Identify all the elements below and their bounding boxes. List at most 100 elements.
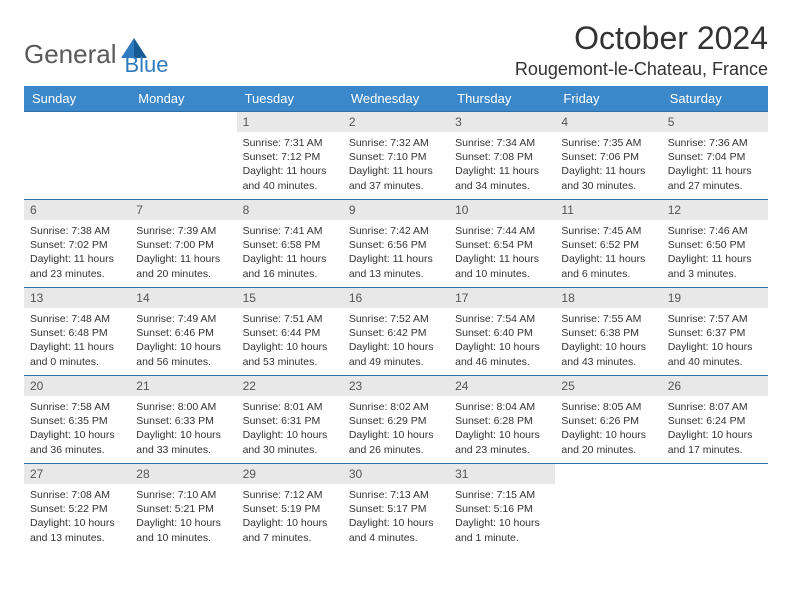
day-number: 31: [449, 464, 555, 484]
calendar-day-cell: 28Sunrise: 7:10 AMSunset: 5:21 PMDayligh…: [130, 464, 236, 552]
day-content: Sunrise: 7:31 AMSunset: 7:12 PMDaylight:…: [237, 132, 343, 199]
day-content: Sunrise: 8:07 AMSunset: 6:24 PMDaylight:…: [662, 396, 768, 463]
calendar-day-cell: 13Sunrise: 7:48 AMSunset: 6:48 PMDayligh…: [24, 288, 130, 376]
calendar-week-row: 20Sunrise: 7:58 AMSunset: 6:35 PMDayligh…: [24, 376, 768, 464]
day-number: 22: [237, 376, 343, 396]
calendar-day-cell: 20Sunrise: 7:58 AMSunset: 6:35 PMDayligh…: [24, 376, 130, 464]
day-content: Sunrise: 8:05 AMSunset: 6:26 PMDaylight:…: [555, 396, 661, 463]
day-content: Sunrise: 7:54 AMSunset: 6:40 PMDaylight:…: [449, 308, 555, 375]
day-content: Sunrise: 8:02 AMSunset: 6:29 PMDaylight:…: [343, 396, 449, 463]
calendar-day-cell: 18Sunrise: 7:55 AMSunset: 6:38 PMDayligh…: [555, 288, 661, 376]
day-number: 15: [237, 288, 343, 308]
calendar-day-cell: 22Sunrise: 8:01 AMSunset: 6:31 PMDayligh…: [237, 376, 343, 464]
day-number: 17: [449, 288, 555, 308]
weekday-header: Monday: [130, 86, 236, 112]
calendar-week-row: 27Sunrise: 7:08 AMSunset: 5:22 PMDayligh…: [24, 464, 768, 552]
day-number: 7: [130, 200, 236, 220]
calendar-empty-cell: [662, 464, 768, 552]
calendar-day-cell: 29Sunrise: 7:12 AMSunset: 5:19 PMDayligh…: [237, 464, 343, 552]
day-number: 24: [449, 376, 555, 396]
weekday-header: Saturday: [662, 86, 768, 112]
month-title: October 2024: [515, 20, 768, 57]
calendar-day-cell: 8Sunrise: 7:41 AMSunset: 6:58 PMDaylight…: [237, 200, 343, 288]
day-content: Sunrise: 7:15 AMSunset: 5:16 PMDaylight:…: [449, 484, 555, 551]
day-content: Sunrise: 7:57 AMSunset: 6:37 PMDaylight:…: [662, 308, 768, 375]
day-content: Sunrise: 7:55 AMSunset: 6:38 PMDaylight:…: [555, 308, 661, 375]
day-number: 10: [449, 200, 555, 220]
calendar-week-row: 6Sunrise: 7:38 AMSunset: 7:02 PMDaylight…: [24, 200, 768, 288]
weekday-header: Wednesday: [343, 86, 449, 112]
day-content: Sunrise: 8:04 AMSunset: 6:28 PMDaylight:…: [449, 396, 555, 463]
day-number: 27: [24, 464, 130, 484]
day-number: 20: [24, 376, 130, 396]
calendar-day-cell: 1Sunrise: 7:31 AMSunset: 7:12 PMDaylight…: [237, 112, 343, 200]
day-content: Sunrise: 7:39 AMSunset: 7:00 PMDaylight:…: [130, 220, 236, 287]
day-content: Sunrise: 7:49 AMSunset: 6:46 PMDaylight:…: [130, 308, 236, 375]
calendar-day-cell: 27Sunrise: 7:08 AMSunset: 5:22 PMDayligh…: [24, 464, 130, 552]
calendar-day-cell: 2Sunrise: 7:32 AMSunset: 7:10 PMDaylight…: [343, 112, 449, 200]
day-content: Sunrise: 7:13 AMSunset: 5:17 PMDaylight:…: [343, 484, 449, 551]
calendar-day-cell: 21Sunrise: 8:00 AMSunset: 6:33 PMDayligh…: [130, 376, 236, 464]
calendar-empty-cell: [130, 112, 236, 200]
day-content: Sunrise: 7:46 AMSunset: 6:50 PMDaylight:…: [662, 220, 768, 287]
day-content: Sunrise: 8:00 AMSunset: 6:33 PMDaylight:…: [130, 396, 236, 463]
day-number: 25: [555, 376, 661, 396]
calendar-day-cell: 14Sunrise: 7:49 AMSunset: 6:46 PMDayligh…: [130, 288, 236, 376]
calendar-day-cell: 24Sunrise: 8:04 AMSunset: 6:28 PMDayligh…: [449, 376, 555, 464]
day-content: Sunrise: 7:41 AMSunset: 6:58 PMDaylight:…: [237, 220, 343, 287]
day-number: 13: [24, 288, 130, 308]
day-number: 12: [662, 200, 768, 220]
day-content: Sunrise: 7:10 AMSunset: 5:21 PMDaylight:…: [130, 484, 236, 551]
day-number: 16: [343, 288, 449, 308]
day-content: Sunrise: 7:12 AMSunset: 5:19 PMDaylight:…: [237, 484, 343, 551]
logo-text-blue: Blue: [125, 52, 169, 78]
logo: General Blue: [24, 20, 169, 78]
calendar-day-cell: 17Sunrise: 7:54 AMSunset: 6:40 PMDayligh…: [449, 288, 555, 376]
day-content: Sunrise: 7:08 AMSunset: 5:22 PMDaylight:…: [24, 484, 130, 551]
calendar-day-cell: 15Sunrise: 7:51 AMSunset: 6:44 PMDayligh…: [237, 288, 343, 376]
day-content: Sunrise: 7:38 AMSunset: 7:02 PMDaylight:…: [24, 220, 130, 287]
day-content: Sunrise: 7:34 AMSunset: 7:08 PMDaylight:…: [449, 132, 555, 199]
day-content: Sunrise: 7:51 AMSunset: 6:44 PMDaylight:…: [237, 308, 343, 375]
calendar-day-cell: 7Sunrise: 7:39 AMSunset: 7:00 PMDaylight…: [130, 200, 236, 288]
calendar-day-cell: 11Sunrise: 7:45 AMSunset: 6:52 PMDayligh…: [555, 200, 661, 288]
day-content: Sunrise: 7:42 AMSunset: 6:56 PMDaylight:…: [343, 220, 449, 287]
calendar-day-cell: 23Sunrise: 8:02 AMSunset: 6:29 PMDayligh…: [343, 376, 449, 464]
day-number: 8: [237, 200, 343, 220]
calendar-empty-cell: [24, 112, 130, 200]
calendar-body: 1Sunrise: 7:31 AMSunset: 7:12 PMDaylight…: [24, 112, 768, 552]
day-number: 4: [555, 112, 661, 132]
day-number: 1: [237, 112, 343, 132]
day-number: 29: [237, 464, 343, 484]
day-number: 5: [662, 112, 768, 132]
day-number: 26: [662, 376, 768, 396]
day-number: 30: [343, 464, 449, 484]
day-number: 18: [555, 288, 661, 308]
day-number: 14: [130, 288, 236, 308]
day-number: 3: [449, 112, 555, 132]
calendar-week-row: 1Sunrise: 7:31 AMSunset: 7:12 PMDaylight…: [24, 112, 768, 200]
day-content: Sunrise: 8:01 AMSunset: 6:31 PMDaylight:…: [237, 396, 343, 463]
calendar-day-cell: 9Sunrise: 7:42 AMSunset: 6:56 PMDaylight…: [343, 200, 449, 288]
calendar-day-cell: 19Sunrise: 7:57 AMSunset: 6:37 PMDayligh…: [662, 288, 768, 376]
calendar-day-cell: 3Sunrise: 7:34 AMSunset: 7:08 PMDaylight…: [449, 112, 555, 200]
calendar-day-cell: 5Sunrise: 7:36 AMSunset: 7:04 PMDaylight…: [662, 112, 768, 200]
day-content: Sunrise: 7:48 AMSunset: 6:48 PMDaylight:…: [24, 308, 130, 375]
calendar-table: SundayMondayTuesdayWednesdayThursdayFrid…: [24, 86, 768, 552]
day-number: 6: [24, 200, 130, 220]
day-number: 28: [130, 464, 236, 484]
day-content: Sunrise: 7:36 AMSunset: 7:04 PMDaylight:…: [662, 132, 768, 199]
calendar-day-cell: 12Sunrise: 7:46 AMSunset: 6:50 PMDayligh…: [662, 200, 768, 288]
calendar-week-row: 13Sunrise: 7:48 AMSunset: 6:48 PMDayligh…: [24, 288, 768, 376]
day-content: Sunrise: 7:35 AMSunset: 7:06 PMDaylight:…: [555, 132, 661, 199]
logo-text-general: General: [24, 39, 117, 70]
day-number: 11: [555, 200, 661, 220]
calendar-day-cell: 4Sunrise: 7:35 AMSunset: 7:06 PMDaylight…: [555, 112, 661, 200]
weekday-header: Tuesday: [237, 86, 343, 112]
day-content: Sunrise: 7:32 AMSunset: 7:10 PMDaylight:…: [343, 132, 449, 199]
calendar-day-cell: 10Sunrise: 7:44 AMSunset: 6:54 PMDayligh…: [449, 200, 555, 288]
day-content: Sunrise: 7:45 AMSunset: 6:52 PMDaylight:…: [555, 220, 661, 287]
header: General Blue October 2024 Rougemont-le-C…: [24, 20, 768, 80]
calendar-day-cell: 26Sunrise: 8:07 AMSunset: 6:24 PMDayligh…: [662, 376, 768, 464]
location: Rougemont-le-Chateau, France: [515, 59, 768, 80]
